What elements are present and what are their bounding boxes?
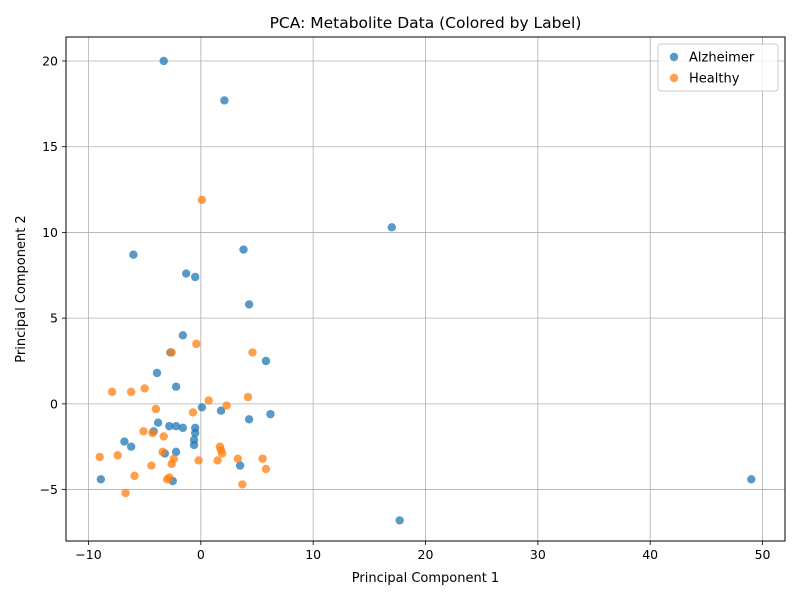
healthy-point [167,348,176,357]
alzheimer-point [387,223,396,232]
x-tick-label: 20 [418,547,434,562]
healthy-point [248,348,257,357]
axis-ticks: −10 0 10 20 30 40 50 −5 0 5 10 15 20 [40,54,771,563]
healthy-point [139,427,148,436]
chart-title: PCA: Metabolite Data (Colored by Label) [270,14,582,32]
alzheimer-point [244,415,254,424]
healthy-point [151,404,161,414]
y-tick-label: −5 [40,482,58,497]
alzheimer-point [120,437,129,446]
healthy-point [258,454,267,463]
healthy-point [95,452,104,462]
x-tick-label: 10 [305,547,321,562]
healthy-point [147,461,156,470]
alzheimer-point [239,245,248,254]
alzheimer-legend-label: Alzheimer [689,51,755,66]
healthy-point [113,451,122,460]
y-tick-label: 20 [42,54,58,69]
healthy-legend-label: Healthy [689,72,740,87]
x-tick-label: 40 [642,547,658,562]
alzheimer-point [96,475,106,484]
y-tick-label: 5 [50,311,58,326]
healthy-point [107,387,117,397]
alzheimer-point [747,475,756,484]
healthy-point [261,464,271,474]
healthy-point [217,449,227,458]
healthy-point [243,392,253,402]
healthy-point [121,488,130,498]
healthy-point [233,454,243,463]
healthy-point [126,387,136,397]
x-tick-label: 0 [197,547,205,562]
healthy-point [222,401,231,410]
legend-box [657,43,779,92]
alzheimer-point [178,331,188,340]
y-tick-label: 10 [42,225,58,240]
alzheimer-point [395,516,404,525]
healthy-point [194,456,203,465]
healthy-point [159,432,168,441]
alzheimer-point [171,447,181,457]
alzheimer-point [190,428,200,438]
alzheimer-point [197,403,207,412]
legend: Alzheimer Healthy [657,43,779,92]
x-tick-label: 30 [530,547,546,562]
alzheimer-point [261,356,271,366]
alzheimer-point [235,461,245,470]
alzheimer-point [182,269,191,278]
healthy-point [213,456,222,465]
alzheimer-point [129,250,138,259]
x-axis-label: Principal Component 1 [352,571,499,586]
alzheimer-point [244,300,254,309]
x-tick-label: 50 [755,547,771,562]
data-points [95,56,756,525]
alzheimer-point [153,418,163,427]
healthy-point [204,396,213,405]
healthy-legend-marker [669,73,679,83]
healthy-point [140,384,149,393]
alzheimer-point [126,442,136,451]
alzheimer-legend-marker [669,52,679,62]
y-tick-label: 0 [50,396,58,411]
healthy-point [130,471,139,481]
healthy-point [197,195,207,205]
healthy-point [162,475,172,484]
grid-lines [66,37,785,541]
alzheimer-point [178,423,188,433]
alzheimer-point [189,440,199,450]
alzheimer-point [159,56,168,66]
alzheimer-point [165,421,174,431]
healthy-point [158,447,167,457]
x-tick-label: −10 [75,547,101,562]
alzheimer-point [266,409,275,419]
healthy-point [167,459,176,469]
alzheimer-point [171,421,181,431]
alzheimer-point [216,406,226,415]
healthy-point [192,339,201,349]
healthy-point [188,408,198,417]
healthy-point [238,480,247,489]
alzheimer-point [152,368,162,378]
alzheimer-point [190,272,200,282]
y-tick-label: 15 [42,139,58,154]
y-axis-label: Principal Component 2 [14,215,29,362]
alzheimer-point [220,96,229,105]
alzheimer-point [171,382,181,391]
healthy-point [148,428,157,438]
